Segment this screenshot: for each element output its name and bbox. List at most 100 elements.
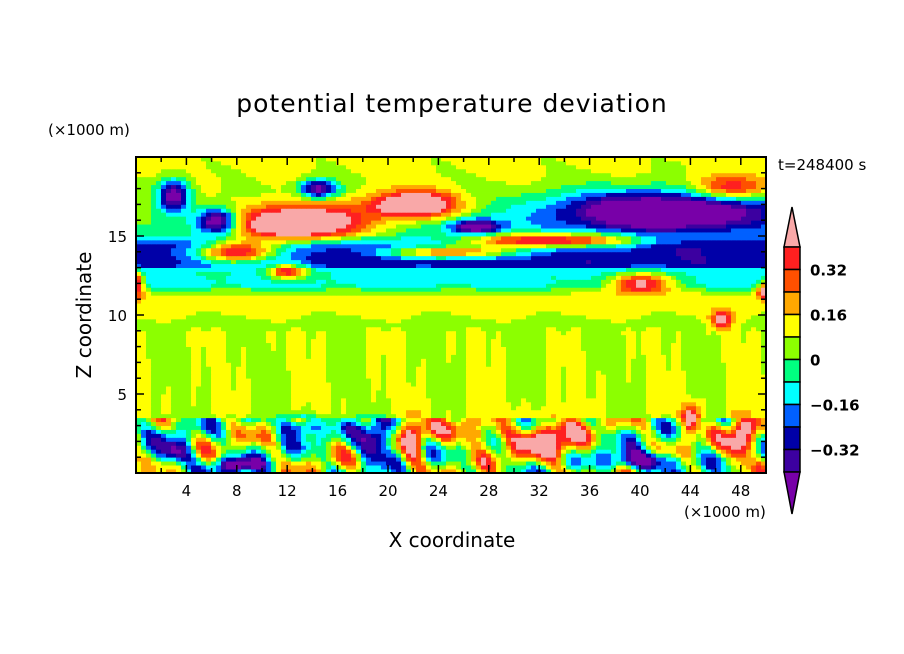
contour-cell xyxy=(591,390,597,395)
contour-cell xyxy=(196,417,202,423)
contour-cell xyxy=(586,318,592,324)
contour-cell xyxy=(366,326,372,332)
contour-cell xyxy=(511,326,517,332)
contour-cell xyxy=(326,390,332,395)
contour-cell xyxy=(626,397,632,403)
contour-cell xyxy=(181,370,187,375)
contour-cell xyxy=(321,318,327,324)
contour-cell xyxy=(716,413,722,419)
contour-cell xyxy=(601,330,607,336)
contour-cell xyxy=(621,409,627,415)
contour-cell xyxy=(576,437,582,442)
contour-cell xyxy=(731,425,737,430)
contour-cell xyxy=(396,421,402,426)
contour-cell xyxy=(211,318,217,324)
contour-cell xyxy=(646,366,652,371)
contour-cell xyxy=(151,338,157,344)
contour-cell xyxy=(386,413,392,419)
contour-cell xyxy=(711,437,717,442)
contour-cell xyxy=(391,330,397,336)
contour-cell xyxy=(196,429,202,434)
contour-cell xyxy=(386,318,392,324)
contour-cell xyxy=(276,334,282,340)
contour-cell xyxy=(706,433,712,438)
contour-cell xyxy=(411,421,417,426)
contour-cell xyxy=(471,342,477,347)
contour-cell xyxy=(451,433,457,438)
contour-cell xyxy=(646,354,652,359)
contour-cell xyxy=(166,445,172,450)
contour-cell xyxy=(271,362,277,367)
contour-cell xyxy=(646,465,652,470)
contour-cell xyxy=(416,318,422,324)
contour-cell xyxy=(581,338,587,344)
contour-cell xyxy=(251,425,257,430)
contour-cell xyxy=(761,405,767,411)
contour-cell xyxy=(576,390,582,395)
contour-cell xyxy=(291,425,297,430)
contour-cell xyxy=(496,401,502,407)
contour-cell xyxy=(471,318,477,324)
contour-cell xyxy=(496,382,502,387)
contour-cell xyxy=(391,370,397,375)
contour-cell xyxy=(476,382,482,387)
contour-cell xyxy=(406,378,412,383)
contour-cell xyxy=(371,374,377,379)
contour-cell xyxy=(326,334,332,340)
contour-cell xyxy=(486,461,492,466)
contour-cell xyxy=(321,342,327,347)
contour-cell xyxy=(706,362,712,367)
contour-cell xyxy=(421,342,427,347)
contour-cell xyxy=(256,453,262,458)
contour-cell xyxy=(736,338,742,344)
contour-cell xyxy=(151,315,157,320)
contour-cell xyxy=(336,358,342,363)
contour-cell xyxy=(271,330,277,336)
contour-cell xyxy=(291,378,297,383)
contour-cell xyxy=(541,315,547,320)
contour-cell xyxy=(576,330,582,336)
contour-cell xyxy=(656,465,662,470)
contour-cell xyxy=(616,350,622,355)
contour-cell xyxy=(581,322,587,328)
contour-cell xyxy=(691,326,697,332)
contour-cell xyxy=(481,382,487,387)
contour-cell xyxy=(536,350,542,355)
contour-cell xyxy=(636,417,642,423)
contour-cell xyxy=(256,326,262,332)
contour-cell xyxy=(341,465,347,470)
contour-cell xyxy=(566,322,572,328)
contour-cell xyxy=(716,338,722,344)
contour-cell xyxy=(221,370,227,375)
contour-cell xyxy=(171,397,177,403)
contour-cell xyxy=(161,318,167,324)
contour-cell xyxy=(451,394,457,399)
contour-cell xyxy=(406,342,412,347)
contour-cell xyxy=(526,334,532,340)
contour-cell xyxy=(371,362,377,367)
contour-cell xyxy=(746,417,752,423)
contour-cell xyxy=(551,338,557,344)
contour-cell xyxy=(706,441,712,446)
contour-cell xyxy=(596,366,602,371)
contour-cell xyxy=(671,326,677,332)
contour-cell xyxy=(311,322,317,328)
contour-cell xyxy=(311,397,317,403)
contour-cell xyxy=(451,457,457,462)
contour-cell xyxy=(446,469,452,474)
contour-cell xyxy=(646,346,652,351)
contour-cell xyxy=(696,358,702,363)
contour-cell xyxy=(161,417,167,423)
contour-cell xyxy=(316,338,322,344)
contour-cell xyxy=(741,318,747,324)
contour-cell xyxy=(421,326,427,332)
contour-cell xyxy=(381,378,387,383)
contour-cell xyxy=(571,465,577,470)
contour-cell xyxy=(591,401,597,407)
contour-cell xyxy=(326,322,332,328)
contour-cell xyxy=(481,461,487,466)
contour-cell xyxy=(506,374,512,379)
contour-cell xyxy=(221,315,227,320)
contour-cell xyxy=(426,315,432,320)
